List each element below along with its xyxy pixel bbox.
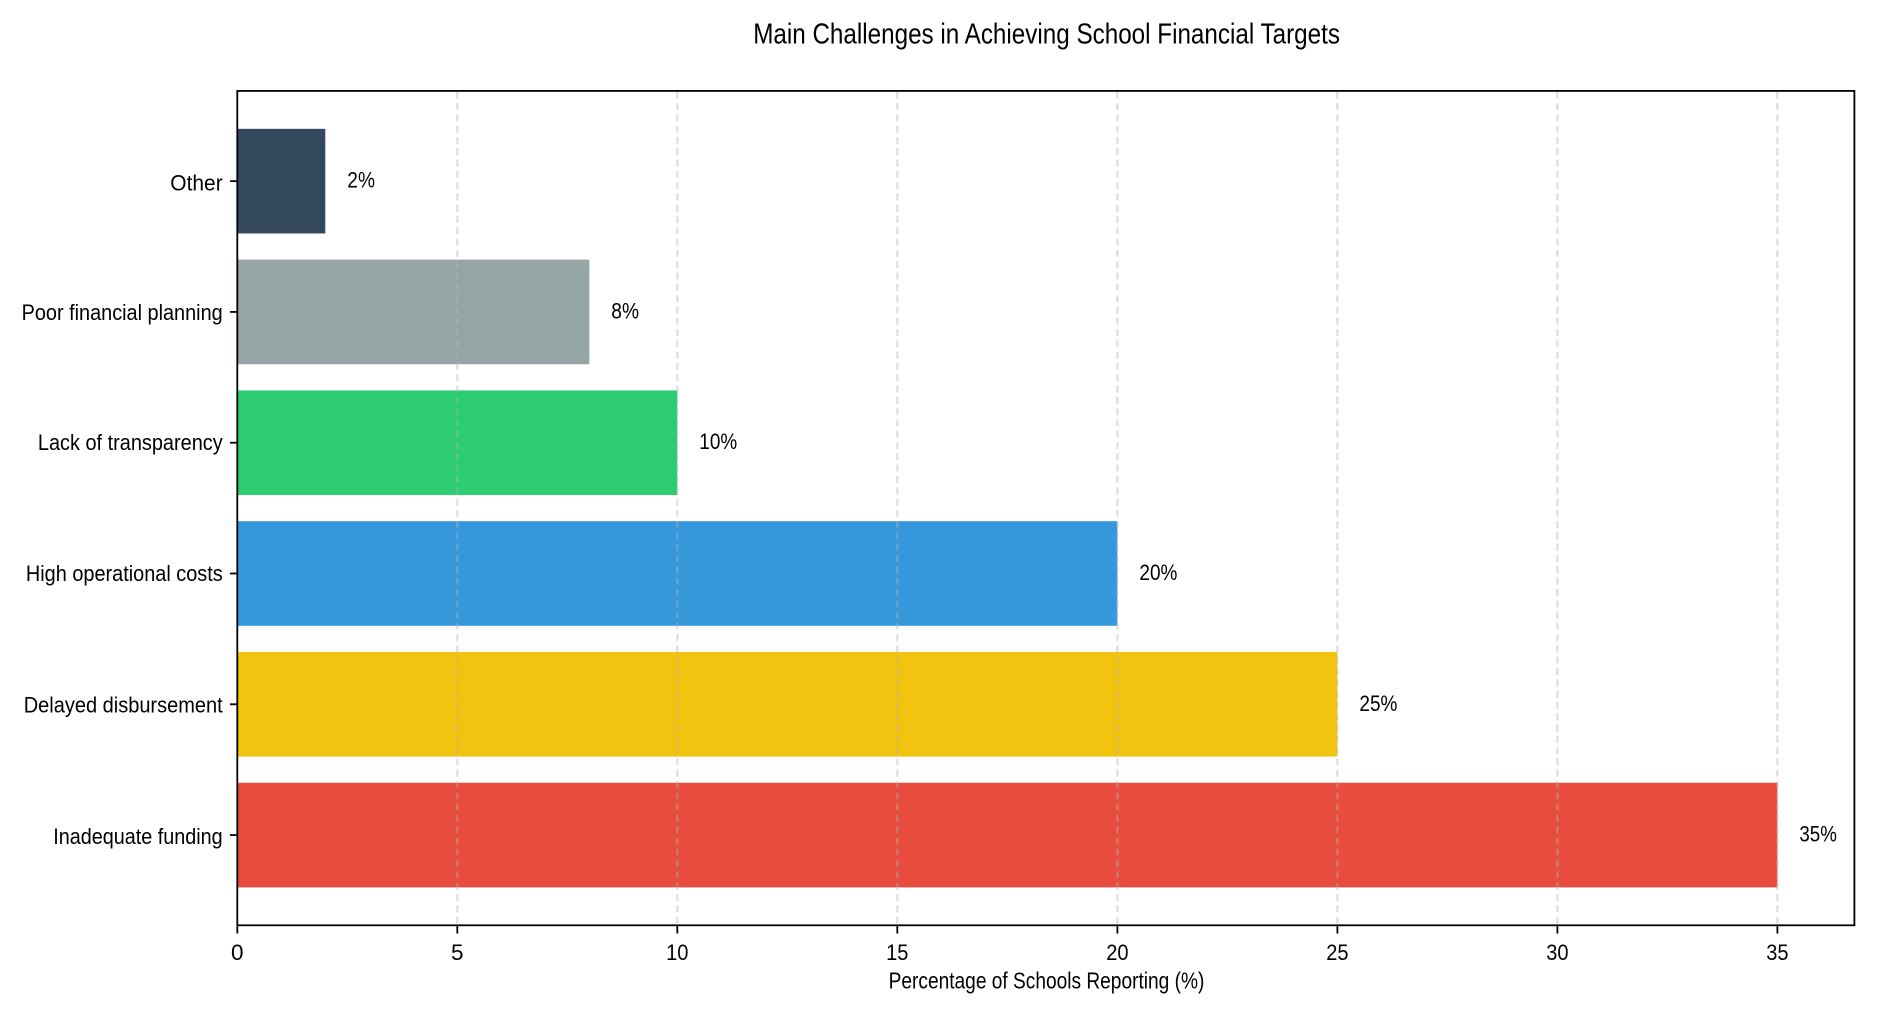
svg-text:20%: 20% [1139, 560, 1177, 585]
svg-text:Lack of transparency: Lack of transparency [38, 430, 223, 455]
svg-text:25%: 25% [1359, 691, 1397, 716]
svg-text:2%: 2% [347, 168, 375, 193]
svg-text:Other: Other [170, 171, 223, 196]
svg-text:10: 10 [666, 940, 688, 965]
svg-text:Main Challenges in Achieving S: Main Challenges in Achieving School Fina… [753, 19, 1340, 51]
svg-text:20: 20 [1106, 940, 1128, 965]
svg-text:8%: 8% [611, 299, 639, 324]
svg-text:Inadequate funding: Inadequate funding [53, 824, 223, 849]
svg-text:10%: 10% [699, 429, 737, 454]
svg-text:35%: 35% [1799, 822, 1837, 847]
svg-text:Delayed disbursement: Delayed disbursement [24, 692, 224, 717]
svg-text:25: 25 [1326, 940, 1348, 965]
svg-text:35: 35 [1766, 940, 1788, 965]
svg-text:High operational costs: High operational costs [26, 561, 223, 586]
svg-text:15: 15 [886, 940, 908, 965]
svg-text:Poor financial planning: Poor financial planning [22, 300, 223, 325]
svg-text:0: 0 [231, 940, 244, 965]
svg-text:Percentage of Schools Reportin: Percentage of Schools Reporting (%) [889, 967, 1205, 993]
svg-text:5: 5 [451, 940, 464, 965]
svg-text:30: 30 [1546, 940, 1568, 965]
